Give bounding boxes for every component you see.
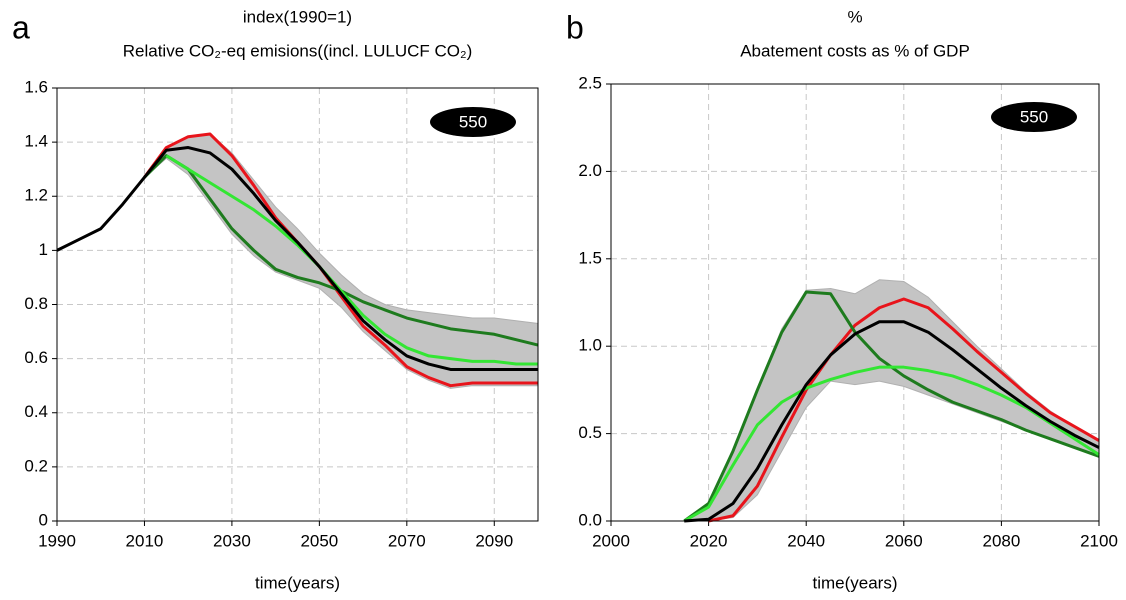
- y-tick-label: 0.8: [24, 294, 48, 313]
- y-tick-label: 0.4: [24, 402, 48, 421]
- x-tick-label: 2000: [592, 531, 630, 550]
- x-tick-label: 2020: [690, 531, 728, 550]
- y-tick-label: 1: [39, 240, 48, 259]
- series-line: [684, 320, 1100, 523]
- badge: [430, 107, 516, 137]
- x-tick-label: 1990: [38, 531, 76, 550]
- panel-label: a: [12, 9, 30, 45]
- x-axis-label: time(years): [812, 573, 897, 592]
- x-tick-label: 2050: [300, 531, 338, 550]
- y-tick-label: 0.2: [24, 456, 48, 475]
- y-tick-label: 1.0: [578, 336, 602, 355]
- y-tick-label: 2.5: [578, 73, 602, 92]
- plot-frame: [56, 87, 539, 522]
- series-line: [708, 297, 1100, 523]
- x-axis-label: time(years): [255, 573, 340, 592]
- y-tick-label: 1.6: [24, 77, 48, 96]
- x-tick-label: 2080: [982, 531, 1020, 550]
- x-tick-label: 2010: [126, 531, 164, 550]
- y-tick-label: 0.0: [578, 510, 602, 529]
- x-tick-label: 2070: [388, 531, 426, 550]
- chart-title: index(1990=1): [243, 7, 352, 26]
- y-tick-label: 1.2: [24, 186, 48, 205]
- series-line: [165, 154, 538, 366]
- y-tick-label: 0: [39, 510, 48, 529]
- x-tick-label: 2060: [885, 531, 923, 550]
- plot-frame: [610, 83, 1100, 522]
- x-tick-label: 2100: [1080, 531, 1118, 550]
- chart-title: %: [847, 7, 862, 26]
- badge-label: 550: [1020, 107, 1048, 126]
- y-tick-label: 2.0: [578, 161, 602, 180]
- chart-subtitle: Relative CO₂-eq emisions((incl. LULUCF C…: [123, 41, 473, 60]
- y-tick-label: 1.5: [578, 248, 602, 267]
- x-tick-label: 2040: [787, 531, 825, 550]
- series-line: [56, 146, 538, 371]
- series-line: [143, 132, 538, 388]
- x-tick-label: 2090: [475, 531, 513, 550]
- y-tick-label: 1.4: [24, 132, 48, 151]
- panel-label: b: [566, 9, 584, 45]
- y-tick-label: 0.6: [24, 348, 48, 367]
- x-tick-label: 2030: [213, 531, 251, 550]
- badge: [991, 102, 1077, 132]
- chart-subtitle: Abatement costs as % of GDP: [740, 41, 970, 60]
- badge-label: 550: [459, 112, 487, 131]
- y-tick-label: 0.5: [578, 423, 602, 442]
